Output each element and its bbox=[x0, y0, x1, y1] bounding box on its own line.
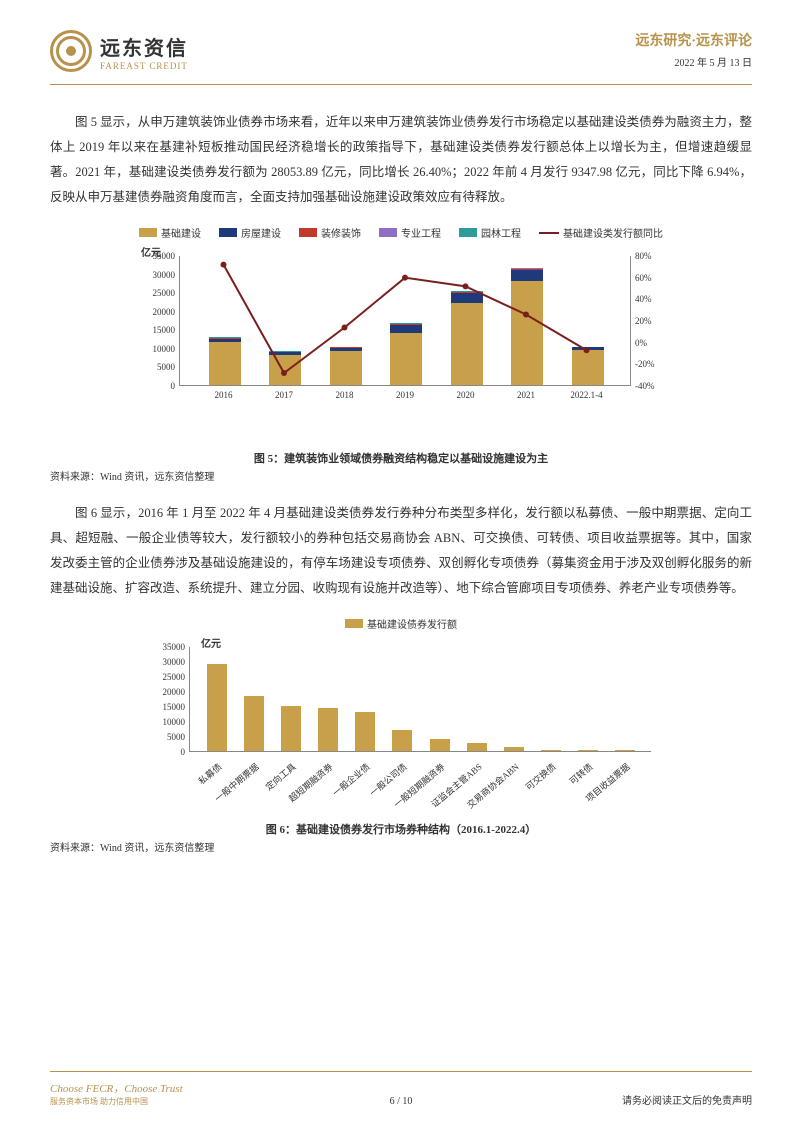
bar-group bbox=[572, 347, 604, 385]
legend-item: 装修装饰 bbox=[299, 225, 361, 240]
chart-6: 基础建设债券发行额 亿元 050001000015000200002500030… bbox=[141, 616, 661, 816]
bar bbox=[392, 730, 412, 751]
bar bbox=[504, 747, 524, 751]
bar-group bbox=[209, 337, 241, 385]
legend-item: 基础建设类发行额同比 bbox=[539, 225, 663, 240]
legend-item: 基础建设债券发行额 bbox=[345, 616, 457, 631]
bar bbox=[578, 750, 598, 751]
bar-group bbox=[511, 268, 543, 385]
bar bbox=[430, 739, 450, 751]
logo-block: 远东资信 FAREAST CREDIT bbox=[50, 30, 188, 72]
bar bbox=[541, 750, 561, 751]
footer-tagline: Choose FECR，Choose Trust bbox=[50, 1080, 183, 1096]
legend-item: 基础建设 bbox=[139, 225, 201, 240]
footer-sub: 服务资本市场 助力信用中国 bbox=[50, 1096, 183, 1107]
chart5-source: 资料来源：Wind 资讯，远东资信整理 bbox=[50, 468, 752, 483]
bar bbox=[281, 706, 301, 751]
footer-disclaimer: 请务必阅读正文后的免责声明 bbox=[622, 1092, 752, 1107]
chart6-source: 资料来源：Wind 资讯，远东资信整理 bbox=[50, 839, 752, 854]
bar bbox=[318, 708, 338, 752]
bar bbox=[355, 712, 375, 751]
header-title: 远东研究·远东评论 bbox=[635, 30, 752, 50]
paragraph-1: 图 5 显示，从申万建筑装饰业债券市场来看，近年以来申万建筑装饰业债券发行市场稳… bbox=[50, 110, 752, 210]
logo-en: FAREAST CREDIT bbox=[100, 61, 188, 71]
chart6-legend: 基础建设债券发行额 bbox=[141, 616, 661, 631]
page-footer: Choose FECR，Choose Trust 服务资本市场 助力信用中国 6… bbox=[50, 1071, 752, 1107]
bar-group bbox=[390, 323, 422, 385]
logo-text: 远东资信 FAREAST CREDIT bbox=[100, 32, 188, 71]
header-date: 2022 年 5 月 13 日 bbox=[635, 54, 752, 69]
chart5-caption: 图 5：建筑装饰业领域债券融资结构稳定以基础设施建设为主 bbox=[50, 450, 752, 466]
bar bbox=[467, 743, 487, 751]
bar-group bbox=[269, 351, 301, 385]
chart6-caption: 图 6：基础建设债券发行市场券种结构（2016.1-2022.4） bbox=[50, 821, 752, 837]
bar bbox=[615, 750, 635, 751]
logo-cn: 远东资信 bbox=[100, 32, 188, 61]
footer-left: Choose FECR，Choose Trust 服务资本市场 助力信用中国 bbox=[50, 1080, 183, 1107]
page-header: 远东资信 FAREAST CREDIT 远东研究·远东评论 2022 年 5 月… bbox=[50, 30, 752, 85]
chart5-legend: 基础建设 房屋建设 装修装饰 专业工程 园林工程 基础建设类发行额同比 bbox=[131, 225, 671, 240]
bar bbox=[244, 696, 264, 752]
chart-5: 基础建设房屋建设装修装饰专业工程园林工程基础建设类发行额同比 亿元 050001… bbox=[131, 225, 671, 445]
bar bbox=[207, 664, 227, 751]
bar-group bbox=[451, 291, 483, 385]
chart6-plot bbox=[189, 647, 651, 752]
paragraph-2: 图 6 显示，2016 年 1 月至 2022 年 4 月基础建设类债券发行券种… bbox=[50, 501, 752, 601]
legend-item: 园林工程 bbox=[459, 225, 521, 240]
bar-group bbox=[330, 347, 362, 385]
legend-item: 房屋建设 bbox=[219, 225, 281, 240]
header-right: 远东研究·远东评论 2022 年 5 月 13 日 bbox=[635, 30, 752, 69]
footer-page: 6 / 10 bbox=[390, 1096, 413, 1107]
legend-item: 专业工程 bbox=[379, 225, 441, 240]
chart5-plot bbox=[179, 256, 631, 386]
logo-icon bbox=[50, 30, 92, 72]
